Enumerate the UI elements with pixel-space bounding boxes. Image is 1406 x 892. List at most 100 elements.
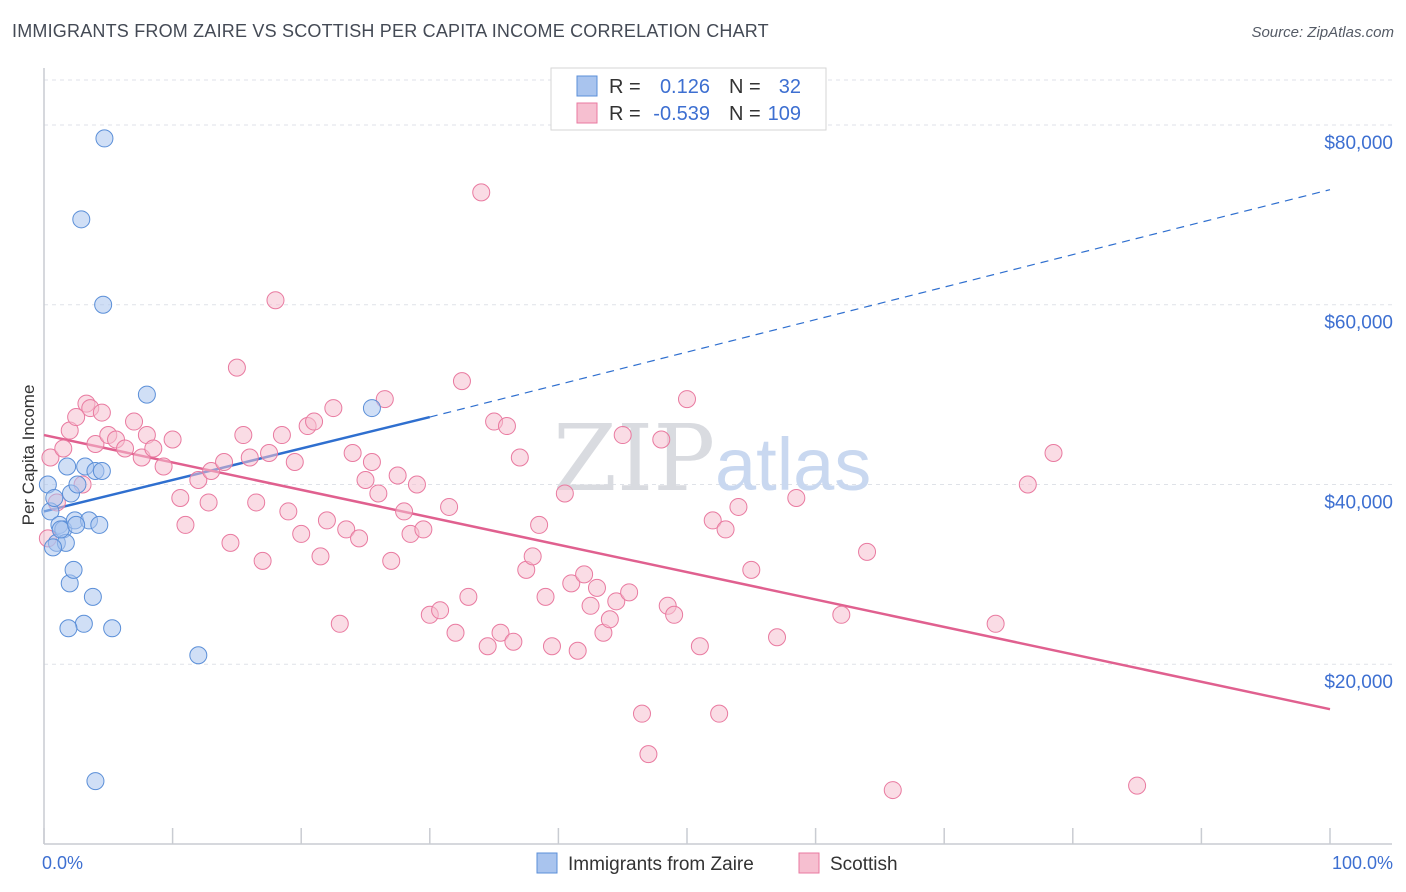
scottish-point xyxy=(116,439,135,458)
scottish-point xyxy=(446,623,465,642)
zaire-point xyxy=(51,520,70,539)
scottish-point xyxy=(317,511,336,530)
scottish-point xyxy=(227,358,246,377)
trend-lines xyxy=(43,189,1331,711)
scottish-point xyxy=(536,587,555,606)
scottish-point xyxy=(414,520,433,539)
scottish-point xyxy=(581,596,600,615)
legend-r-label: R = xyxy=(609,76,641,98)
scottish-point xyxy=(742,560,761,579)
source-label: Source: ZipAtlas.com xyxy=(1251,24,1394,41)
y-tick-label: $20,000 xyxy=(1324,672,1393,693)
y-tick-label: $60,000 xyxy=(1324,313,1393,334)
scottish-point xyxy=(324,399,343,418)
scottish-point xyxy=(362,453,381,471)
zaire-point xyxy=(67,515,86,534)
zaire-point xyxy=(58,457,77,476)
y-tick-label: $80,000 xyxy=(1324,133,1393,154)
scottish-point xyxy=(199,493,218,512)
zaire-point xyxy=(68,475,87,494)
zaire-point xyxy=(92,461,111,480)
legend: R = 0.126 N = 32 R = -0.539 N = 109 xyxy=(550,67,827,131)
scottish-point xyxy=(703,511,722,530)
legend-r-value: -0.539 xyxy=(653,103,710,125)
scottish-point xyxy=(54,439,73,458)
bottom-legend-label-scottish: Scottish xyxy=(830,854,898,875)
scottish-point xyxy=(787,488,806,507)
legend-row-zaire: R = 0.126 N = 32 xyxy=(576,75,801,98)
scottish-point xyxy=(607,592,626,611)
scottish-point xyxy=(92,403,111,422)
bottom-legend-swatch-scottish xyxy=(798,852,820,874)
zaire-point xyxy=(83,587,102,606)
watermark: ZIP atlas xyxy=(553,405,871,512)
zaire-point xyxy=(86,772,105,791)
y-tick-label: $40,000 xyxy=(1324,492,1393,513)
y-axis-label: Per Capita Income xyxy=(19,385,38,526)
scottish-point xyxy=(768,628,787,647)
scottish-point xyxy=(986,614,1005,633)
scottish-point xyxy=(311,547,330,566)
x-tick-label: 100.0% xyxy=(1332,853,1393,873)
scottish-point xyxy=(343,444,362,463)
scottish-point xyxy=(575,565,594,584)
legend-r-label: R = xyxy=(609,103,641,125)
scottish-point xyxy=(176,515,195,534)
scottish-point xyxy=(382,551,401,570)
data-points xyxy=(38,129,1147,800)
scottish-point xyxy=(144,439,163,458)
scottish-point xyxy=(459,587,478,606)
scottish-point xyxy=(478,637,497,656)
scottish-point xyxy=(690,637,709,656)
zaire-point xyxy=(137,385,156,404)
scottish-point xyxy=(729,497,748,516)
scottish-point xyxy=(555,484,574,503)
bottom-legend-label-zaire: Immigrants from Zaire xyxy=(568,854,754,875)
scottish-point xyxy=(163,430,182,449)
scottish-point xyxy=(41,448,60,467)
bottom-legend: Immigrants from Zaire Scottish xyxy=(536,852,898,875)
zaire-point xyxy=(362,399,381,418)
scottish-point xyxy=(1018,475,1037,494)
scottish-point xyxy=(279,502,298,521)
scottish-point xyxy=(388,466,407,485)
zaire-point xyxy=(72,210,91,229)
bottom-legend-swatch-zaire xyxy=(536,852,558,874)
zaire-point xyxy=(74,614,93,633)
scottish-point xyxy=(491,623,510,642)
scottish-point xyxy=(305,412,324,431)
scottish-point xyxy=(883,781,902,800)
scottish-point xyxy=(632,704,651,723)
scottish-point xyxy=(452,372,471,391)
scottish-point xyxy=(260,444,279,463)
scottish-point xyxy=(125,412,144,431)
scottish-point xyxy=(497,417,516,436)
scottish-point xyxy=(568,641,587,660)
scottish-point xyxy=(330,614,349,633)
scottish-point xyxy=(858,542,877,561)
scottish-point xyxy=(587,578,606,597)
scottish-trend-line xyxy=(43,433,1331,711)
scottish-point xyxy=(562,574,581,593)
legend-n-value: 32 xyxy=(779,76,801,98)
scottish-point xyxy=(375,390,394,409)
scottish-point xyxy=(266,291,285,310)
scottish-point xyxy=(395,502,414,521)
scottish-point xyxy=(613,426,632,445)
legend-n-label: N = xyxy=(729,76,761,98)
legend-r-value: 0.126 xyxy=(660,76,710,98)
scottish-point xyxy=(272,426,291,445)
zaire-point xyxy=(59,619,78,638)
x-tick-labels: 0.0% 100.0% xyxy=(42,853,1393,873)
scottish-point xyxy=(523,547,542,566)
zaire-point xyxy=(94,295,113,314)
scottish-point xyxy=(171,488,190,507)
scottish-point xyxy=(472,183,491,202)
scottish-point xyxy=(350,529,369,548)
scottish-point xyxy=(189,470,208,489)
zaire-point xyxy=(45,488,64,507)
scottish-point xyxy=(504,632,523,651)
legend-n-label: N = xyxy=(729,103,761,125)
scottish-point xyxy=(1128,776,1147,795)
zaire-point xyxy=(44,538,63,557)
